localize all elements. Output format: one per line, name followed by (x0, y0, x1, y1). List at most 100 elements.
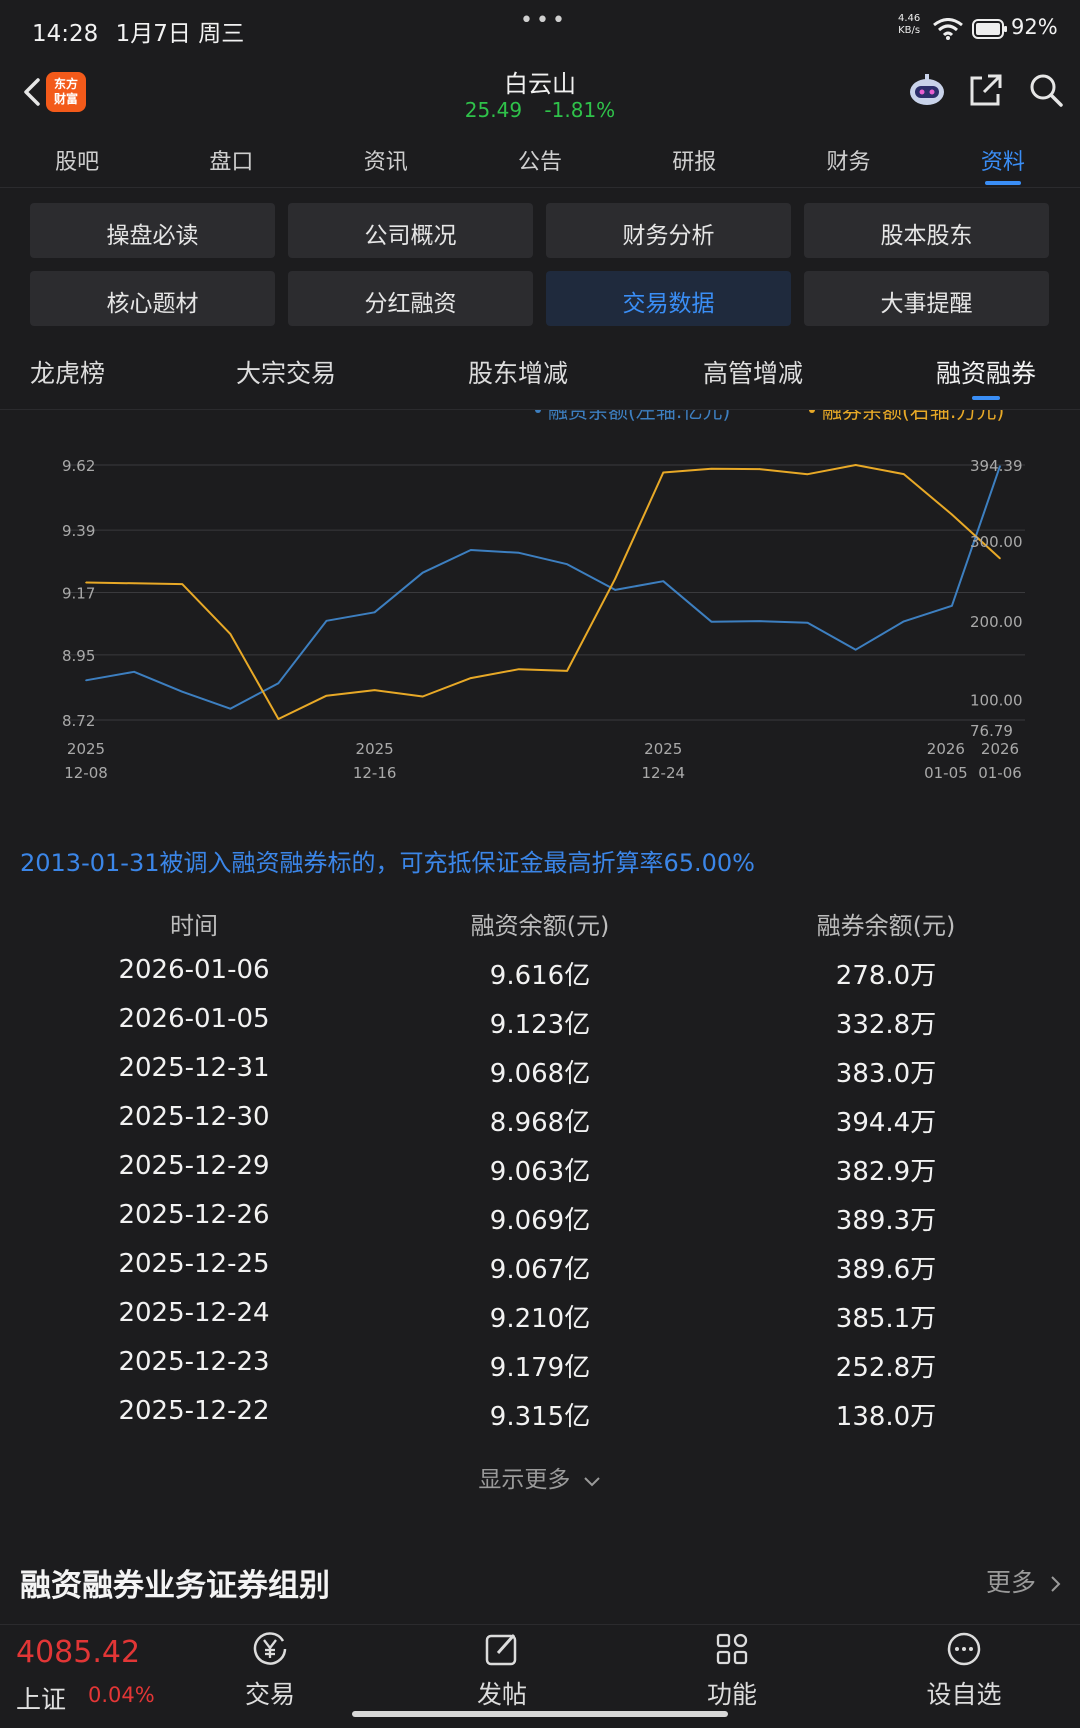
tab-profile[interactable]: 资料 (926, 130, 1080, 187)
tab-finance[interactable]: 财务 (826, 150, 871, 175)
btn-company-overview[interactable]: 公司概况 (288, 203, 533, 258)
back-arrow-icon[interactable] (14, 72, 50, 112)
status-date: 1月7日 (115, 21, 191, 47)
cell-short: 383.0万 (835, 1059, 937, 1089)
more-circle-icon (947, 1632, 981, 1666)
nav-functions[interactable]: 功能 (672, 1631, 792, 1711)
short-balance-line (85, 464, 1001, 720)
table-row: 2025-12-23 9.179亿 252.8万 (0, 1339, 1080, 1388)
x-tick-date: 12-08 (64, 764, 108, 782)
nav-trade[interactable]: 交易 (210, 1631, 330, 1711)
short-point (518, 668, 520, 671)
cell-financing: 8.968亿 (489, 1108, 591, 1138)
btn-shareholders[interactable]: 股本股东 (804, 203, 1049, 258)
x-tick-year: 2025 (644, 740, 682, 758)
btn-core-themes[interactable]: 核心题材 (30, 271, 275, 326)
financing-balance-line (85, 465, 1001, 710)
tab-guba[interactable]: 股吧 (55, 150, 100, 175)
tab-announcements[interactable]: 公告 (517, 150, 562, 175)
table-row: 2025-12-22 9.315亿 138.0万 (0, 1388, 1080, 1437)
financing-point (229, 707, 232, 710)
cell-financing: 9.315亿 (489, 1402, 591, 1432)
cell-financing: 9.067亿 (489, 1255, 591, 1285)
share-icon[interactable] (968, 72, 1004, 108)
financing-point (373, 611, 376, 614)
financing-point (854, 648, 857, 651)
header-short: 融券余额(元) (816, 912, 956, 940)
cell-short: 389.6万 (835, 1255, 937, 1285)
x-tick-year: 2026 (981, 740, 1019, 758)
nav-add-watchlist[interactable]: 设自选 (904, 1631, 1024, 1711)
x-tick-date: 01-06 (978, 764, 1022, 782)
financing-point (518, 552, 520, 554)
short-point (902, 473, 905, 475)
btn-financial-analysis[interactable]: 财务分析 (546, 203, 791, 258)
financing-point (999, 465, 1001, 467)
btn-trading-must-read[interactable]: 操盘必读 (30, 203, 275, 258)
cell-short: 382.9万 (835, 1157, 937, 1187)
edit-icon (485, 1634, 517, 1666)
financing-point (181, 690, 184, 693)
subtab-block-trades[interactable]: 大宗交易 (236, 359, 337, 388)
cell-financing: 9.616亿 (489, 961, 591, 991)
short-point (999, 557, 1001, 560)
margin-eligibility-note: 2013-01-31被调入融资融券标的，可充抵保证金最高折算率65.00% (20, 849, 755, 877)
section-more-link[interactable]: 更多 (986, 1563, 1062, 1599)
logo-text-2: 财富 (53, 92, 78, 106)
btn-dividend-financing[interactable]: 分红融资 (288, 271, 533, 326)
cell-short: 394.4万 (835, 1108, 937, 1138)
profile-category-grid: 操盘必读 公司概况 财务分析 股本股东 核心题材 分红融资 交易数据 大事提醒 (30, 203, 1050, 326)
more-dots-icon[interactable]: ••• (520, 8, 568, 33)
nav-post[interactable]: 发帖 (442, 1631, 562, 1711)
app-logo[interactable]: 东方 财富 (46, 72, 86, 112)
trading-data-subtabs: 龙虎榜 大宗交易 股东增减 高管增减 融资融券 (0, 340, 1080, 410)
show-more-button[interactable]: 显示更多 (0, 1460, 1080, 1494)
cell-date: 2025-12-22 (118, 1396, 270, 1426)
robot-assistant-icon[interactable] (907, 70, 947, 110)
btn-events-reminder[interactable]: 大事提醒 (804, 271, 1049, 326)
cell-short: 385.1万 (835, 1304, 937, 1334)
cell-financing: 9.069亿 (489, 1206, 591, 1236)
search-icon[interactable] (1028, 72, 1064, 108)
financing-point (806, 622, 809, 624)
status-datetime: 14:28 1月7日 周三 (32, 14, 244, 48)
financing-point (662, 580, 665, 582)
short-point (133, 582, 135, 585)
tab-news[interactable]: 资讯 (363, 150, 408, 175)
legend-label: 融券余额(右轴:万元) (822, 410, 1004, 423)
subtab-holder-changes[interactable]: 股东增减 (468, 359, 569, 388)
cell-date: 2025-12-29 (118, 1151, 270, 1181)
x-tick-year: 2025 (67, 740, 105, 758)
margin-chart[interactable]: 融资余额(左轴:亿元) 融券余额(右轴:万元) 8.72 8.95 9.17 9.39 9.… (0, 399, 1080, 790)
subtab-exec-changes[interactable]: 高管增减 (703, 359, 804, 388)
right-tick-label: 300.00 (970, 533, 1023, 551)
stock-price: 25.49 (464, 98, 523, 122)
table-row: 2025-12-24 9.210亿 385.1万 (0, 1290, 1080, 1339)
chevron-right-icon (1051, 1576, 1061, 1592)
tab-research[interactable]: 研报 (672, 150, 717, 175)
x-tick-date: 12-24 (641, 764, 685, 782)
short-point (229, 633, 232, 635)
left-tick-label: 8.72 (62, 712, 95, 730)
status-time: 14:28 (32, 21, 99, 47)
grid-icon (716, 1633, 748, 1665)
stock-change: -1.81% (544, 98, 616, 122)
main-tabs: 股吧 盘口 资讯 公告 研报 财务 资料 (0, 130, 1080, 188)
subtab-dragon-tiger[interactable]: 龙虎榜 (30, 359, 106, 388)
right-tick-label: 394.39 (970, 457, 1023, 475)
show-more-label: 显示更多 (478, 1467, 571, 1493)
btn-trading-data[interactable]: 交易数据 (546, 271, 791, 326)
short-point (951, 513, 953, 516)
tab-pankou[interactable]: 盘口 (209, 150, 254, 175)
short-point (662, 471, 665, 474)
financing-point (421, 571, 424, 574)
nav-functions-label: 功能 (706, 1680, 757, 1709)
subtab-margin-trading[interactable]: 融资融券 (936, 354, 1036, 400)
financing-point (277, 682, 280, 684)
bottom-bar: 4085.42 上证 0.04% 交易 发帖 功能 设自 (0, 1624, 1080, 1728)
short-point (325, 694, 328, 697)
financing-point (614, 589, 616, 591)
left-tick-label: 8.95 (62, 647, 95, 665)
table-row: 2026-01-06 9.616亿 278.0万 (0, 947, 1080, 996)
cell-date: 2025-12-26 (118, 1200, 270, 1230)
